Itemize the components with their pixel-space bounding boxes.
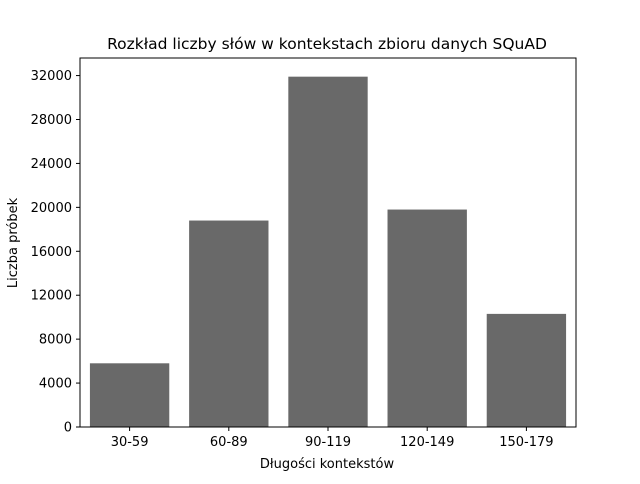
x-axis-label: Długości kontekstów: [260, 457, 395, 472]
y-tick-label-32000: 32000: [31, 69, 72, 84]
y-tick-label-12000: 12000: [31, 289, 72, 304]
y-tick-label-20000: 20000: [31, 201, 72, 216]
y-tick-label-8000: 8000: [39, 333, 72, 348]
bar-30-59: [89, 363, 170, 427]
x-tick-label-150-179: 150-179: [499, 435, 553, 450]
bar-120-149: [387, 209, 467, 427]
bars-layer: [89, 76, 567, 428]
y-tick-label-4000: 4000: [39, 377, 72, 392]
bar-150-179: [486, 313, 567, 427]
x-tick-label-30-59: 30-59: [111, 435, 149, 450]
y-tick-label-24000: 24000: [31, 157, 72, 172]
y-tick-label-28000: 28000: [31, 113, 72, 128]
chart-title: Rozkład liczby słów w kontekstach zbioru…: [107, 35, 547, 53]
y-tick-label-16000: 16000: [31, 245, 72, 260]
y-tick-label-0: 0: [64, 421, 72, 436]
y-axis-label: Liczba próbek: [6, 197, 21, 288]
bar-90-119: [288, 76, 368, 428]
x-tick-label-60-89: 60-89: [210, 435, 248, 450]
x-tick-label-90-119: 90-119: [305, 435, 351, 450]
bar-60-89: [189, 220, 269, 427]
x-tick-label-120-149: 120-149: [400, 435, 454, 450]
axes-layer: 30-59 60-89 90-119 120-149 150-179 0 4000 8000 1…: [31, 57, 577, 450]
